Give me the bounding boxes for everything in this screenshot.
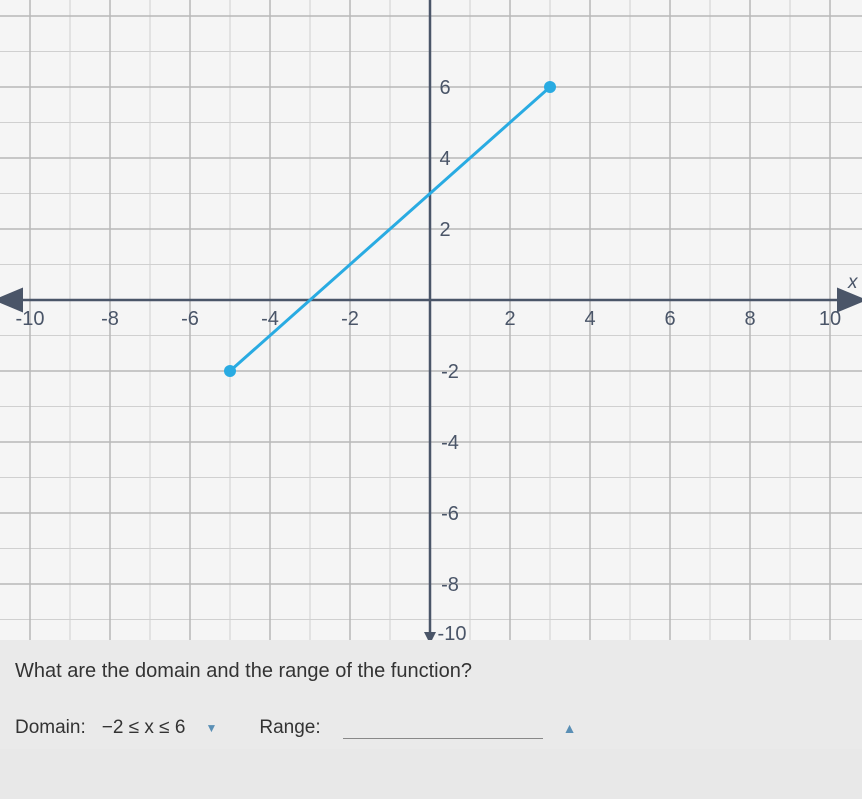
- xtick-label: -2: [341, 308, 359, 330]
- chevron-down-icon[interactable]: ▼: [205, 721, 217, 735]
- ytick-label: -2: [441, 361, 459, 383]
- xtick-label: 10: [819, 308, 841, 330]
- ytick-label: 4: [439, 148, 450, 170]
- chevron-up-icon[interactable]: ▲: [563, 720, 577, 736]
- domain-label: Domain:: [15, 717, 86, 739]
- domain-dropdown[interactable]: −2 ≤ x ≤ 6: [102, 717, 186, 739]
- xtick-label: -8: [101, 308, 119, 330]
- xtick-label: -6: [181, 308, 199, 330]
- xtick-label: 4: [584, 308, 595, 330]
- range-label: Range:: [259, 717, 320, 739]
- xtick-label: -10: [16, 308, 45, 330]
- xtick-label: 6: [664, 308, 675, 330]
- x-tick-labels: -10 -8 -6 -4 -2 2 4 6 8 10: [16, 308, 842, 330]
- xtick-label: -4: [261, 308, 279, 330]
- ytick-label: -4: [441, 432, 459, 454]
- xtick-label: 2: [504, 308, 515, 330]
- ytick-label: -8: [441, 574, 459, 596]
- question-text: What are the domain and the range of the…: [15, 660, 847, 683]
- coordinate-graph: -10 -8 -6 -4 -2 2 4 6 8 10 2 4 6 -2 -4 -…: [0, 0, 862, 640]
- x-axis-label: x: [847, 272, 859, 293]
- ytick-label: 2: [439, 219, 450, 241]
- range-input-blank[interactable]: [343, 717, 543, 739]
- answer-row: Domain: −2 ≤ x ≤ 6 ▼ Range: ▲: [15, 717, 847, 739]
- ytick-label: -6: [441, 503, 459, 525]
- question-area: What are the domain and the range of the…: [0, 640, 862, 749]
- endpoint-right: [544, 81, 556, 93]
- ytick-label: -10: [438, 623, 467, 640]
- ytick-label: 6: [439, 77, 450, 99]
- xtick-label: 8: [744, 308, 755, 330]
- endpoint-left: [224, 365, 236, 377]
- axes: [8, 0, 852, 640]
- y-tick-labels: 2 4 6 -2 -4 -6 -8 -10: [438, 77, 467, 640]
- graph-svg: -10 -8 -6 -4 -2 2 4 6 8 10 2 4 6 -2 -4 -…: [0, 0, 862, 640]
